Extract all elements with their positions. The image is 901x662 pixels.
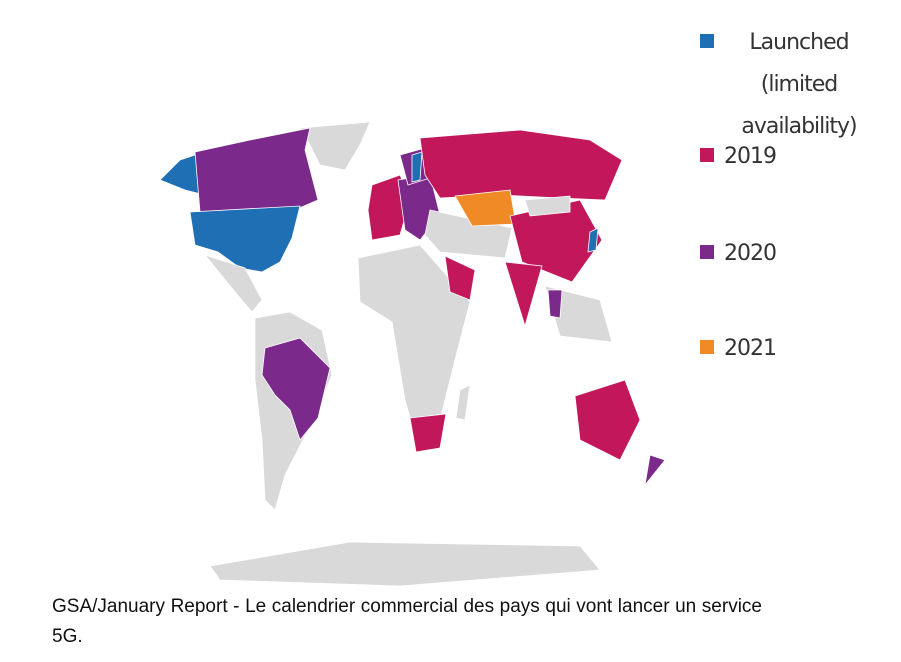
canada xyxy=(194,127,319,213)
legend-item: 2020 xyxy=(700,233,890,275)
legend-label: Launched (limited availability) xyxy=(741,30,857,139)
brazil xyxy=(261,337,331,441)
greenland xyxy=(299,121,371,171)
sweden xyxy=(411,151,423,183)
madagascar xyxy=(455,384,471,421)
russia xyxy=(419,129,623,201)
australia xyxy=(574,379,641,461)
arabia xyxy=(444,255,476,301)
india xyxy=(504,261,543,328)
legend-swatch xyxy=(700,34,714,48)
legend-label: 2021 xyxy=(724,336,777,361)
legend-item: Launched (limited availability) xyxy=(700,22,890,148)
usa xyxy=(189,205,301,273)
central-america xyxy=(203,254,263,313)
antarctica xyxy=(209,541,601,587)
legend-label: 2020 xyxy=(724,241,777,266)
caption: GSA/January Report - Le calendrier comme… xyxy=(52,596,762,647)
legend-swatch xyxy=(700,340,714,354)
legend-label: 2019 xyxy=(724,144,777,169)
legend-swatch xyxy=(700,245,714,259)
southeast-asia xyxy=(544,285,613,343)
legend-swatch xyxy=(700,148,714,162)
world-map xyxy=(159,121,666,587)
japan xyxy=(587,227,599,253)
legend-item: 2019 xyxy=(700,136,890,178)
new-zealand xyxy=(644,454,666,487)
legend-item: 2021 xyxy=(700,328,890,370)
south-africa xyxy=(409,413,447,453)
mongolia xyxy=(524,195,571,217)
thailand xyxy=(547,289,563,319)
